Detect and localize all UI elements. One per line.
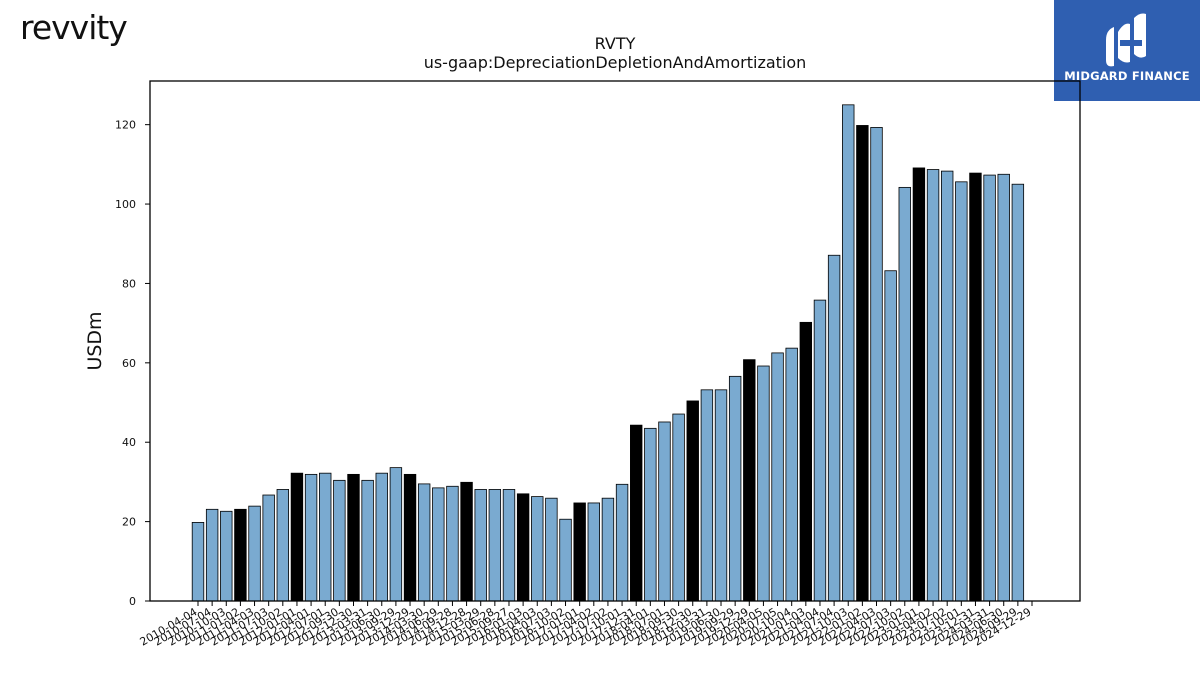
bar	[969, 172, 982, 602]
bar	[262, 494, 275, 602]
company-logo: revvity	[20, 8, 128, 47]
bar	[870, 127, 883, 602]
bar	[785, 347, 798, 602]
bar	[389, 467, 403, 602]
y-tick-label: 100	[115, 198, 136, 211]
y-axis: 0 20 40 60 80 100 120	[115, 119, 150, 608]
bar	[842, 104, 855, 602]
bar	[728, 375, 742, 602]
bar	[615, 483, 629, 602]
bar	[191, 522, 205, 602]
bar	[672, 413, 685, 602]
bar	[502, 489, 516, 602]
bar	[220, 510, 233, 602]
bar	[417, 483, 431, 602]
bar	[771, 352, 784, 602]
bar	[347, 473, 360, 602]
y-axis-label: USDm	[84, 311, 106, 370]
bar	[304, 473, 318, 602]
brand-badge: MIDGARD FINANCE	[1054, 0, 1200, 101]
bar	[658, 421, 671, 602]
bar	[248, 505, 261, 602]
bar	[700, 389, 714, 602]
bar	[827, 254, 841, 602]
bar	[644, 427, 657, 602]
bar	[290, 472, 304, 602]
y-tick-label: 60	[122, 357, 136, 370]
y-tick-label: 0	[129, 595, 136, 608]
bar	[799, 321, 813, 602]
y-tick-label: 40	[122, 436, 136, 449]
bar	[912, 167, 926, 602]
plot-frame	[149, 80, 1081, 602]
y-tick-label: 80	[122, 277, 136, 290]
bar	[375, 472, 388, 602]
bar	[234, 508, 247, 602]
bar	[319, 472, 332, 602]
bar	[955, 181, 968, 602]
bar	[587, 502, 600, 602]
bar	[276, 489, 290, 602]
bar	[601, 497, 615, 602]
bar	[545, 497, 558, 602]
bar	[559, 518, 572, 602]
bar	[813, 299, 827, 602]
bar	[205, 508, 219, 602]
bar	[940, 170, 954, 602]
bars-group	[191, 104, 1025, 602]
bar	[516, 493, 530, 602]
bar	[884, 270, 897, 602]
bar	[573, 502, 586, 602]
bar	[714, 389, 728, 602]
bar	[432, 487, 445, 602]
y-tick-label: 20	[122, 516, 136, 529]
bar	[686, 400, 699, 602]
bar	[1011, 183, 1025, 602]
bar	[446, 485, 459, 602]
bar	[757, 365, 770, 602]
bar	[856, 125, 869, 602]
brand-name: MIDGARD FINANCE	[1064, 69, 1190, 83]
chart-subtitle: us-gaap:DepreciationDepletionAndAmortiza…	[424, 53, 807, 72]
bar	[403, 473, 417, 602]
bar	[997, 173, 1010, 602]
bar	[460, 481, 473, 602]
bar	[333, 479, 346, 602]
bar	[983, 174, 996, 602]
brand-logo-icon	[1106, 13, 1146, 67]
bar	[898, 186, 911, 602]
x-axis: 2010-04-042010-07-042010-10-032011-01-02…	[138, 601, 1034, 649]
bar	[743, 359, 756, 602]
bar	[361, 479, 374, 602]
bar	[926, 169, 940, 602]
bar	[474, 489, 487, 602]
bar	[488, 489, 502, 602]
chart-title: RVTY	[595, 34, 636, 53]
bar	[630, 424, 643, 602]
y-tick-label: 120	[115, 119, 136, 132]
bar	[531, 496, 544, 602]
